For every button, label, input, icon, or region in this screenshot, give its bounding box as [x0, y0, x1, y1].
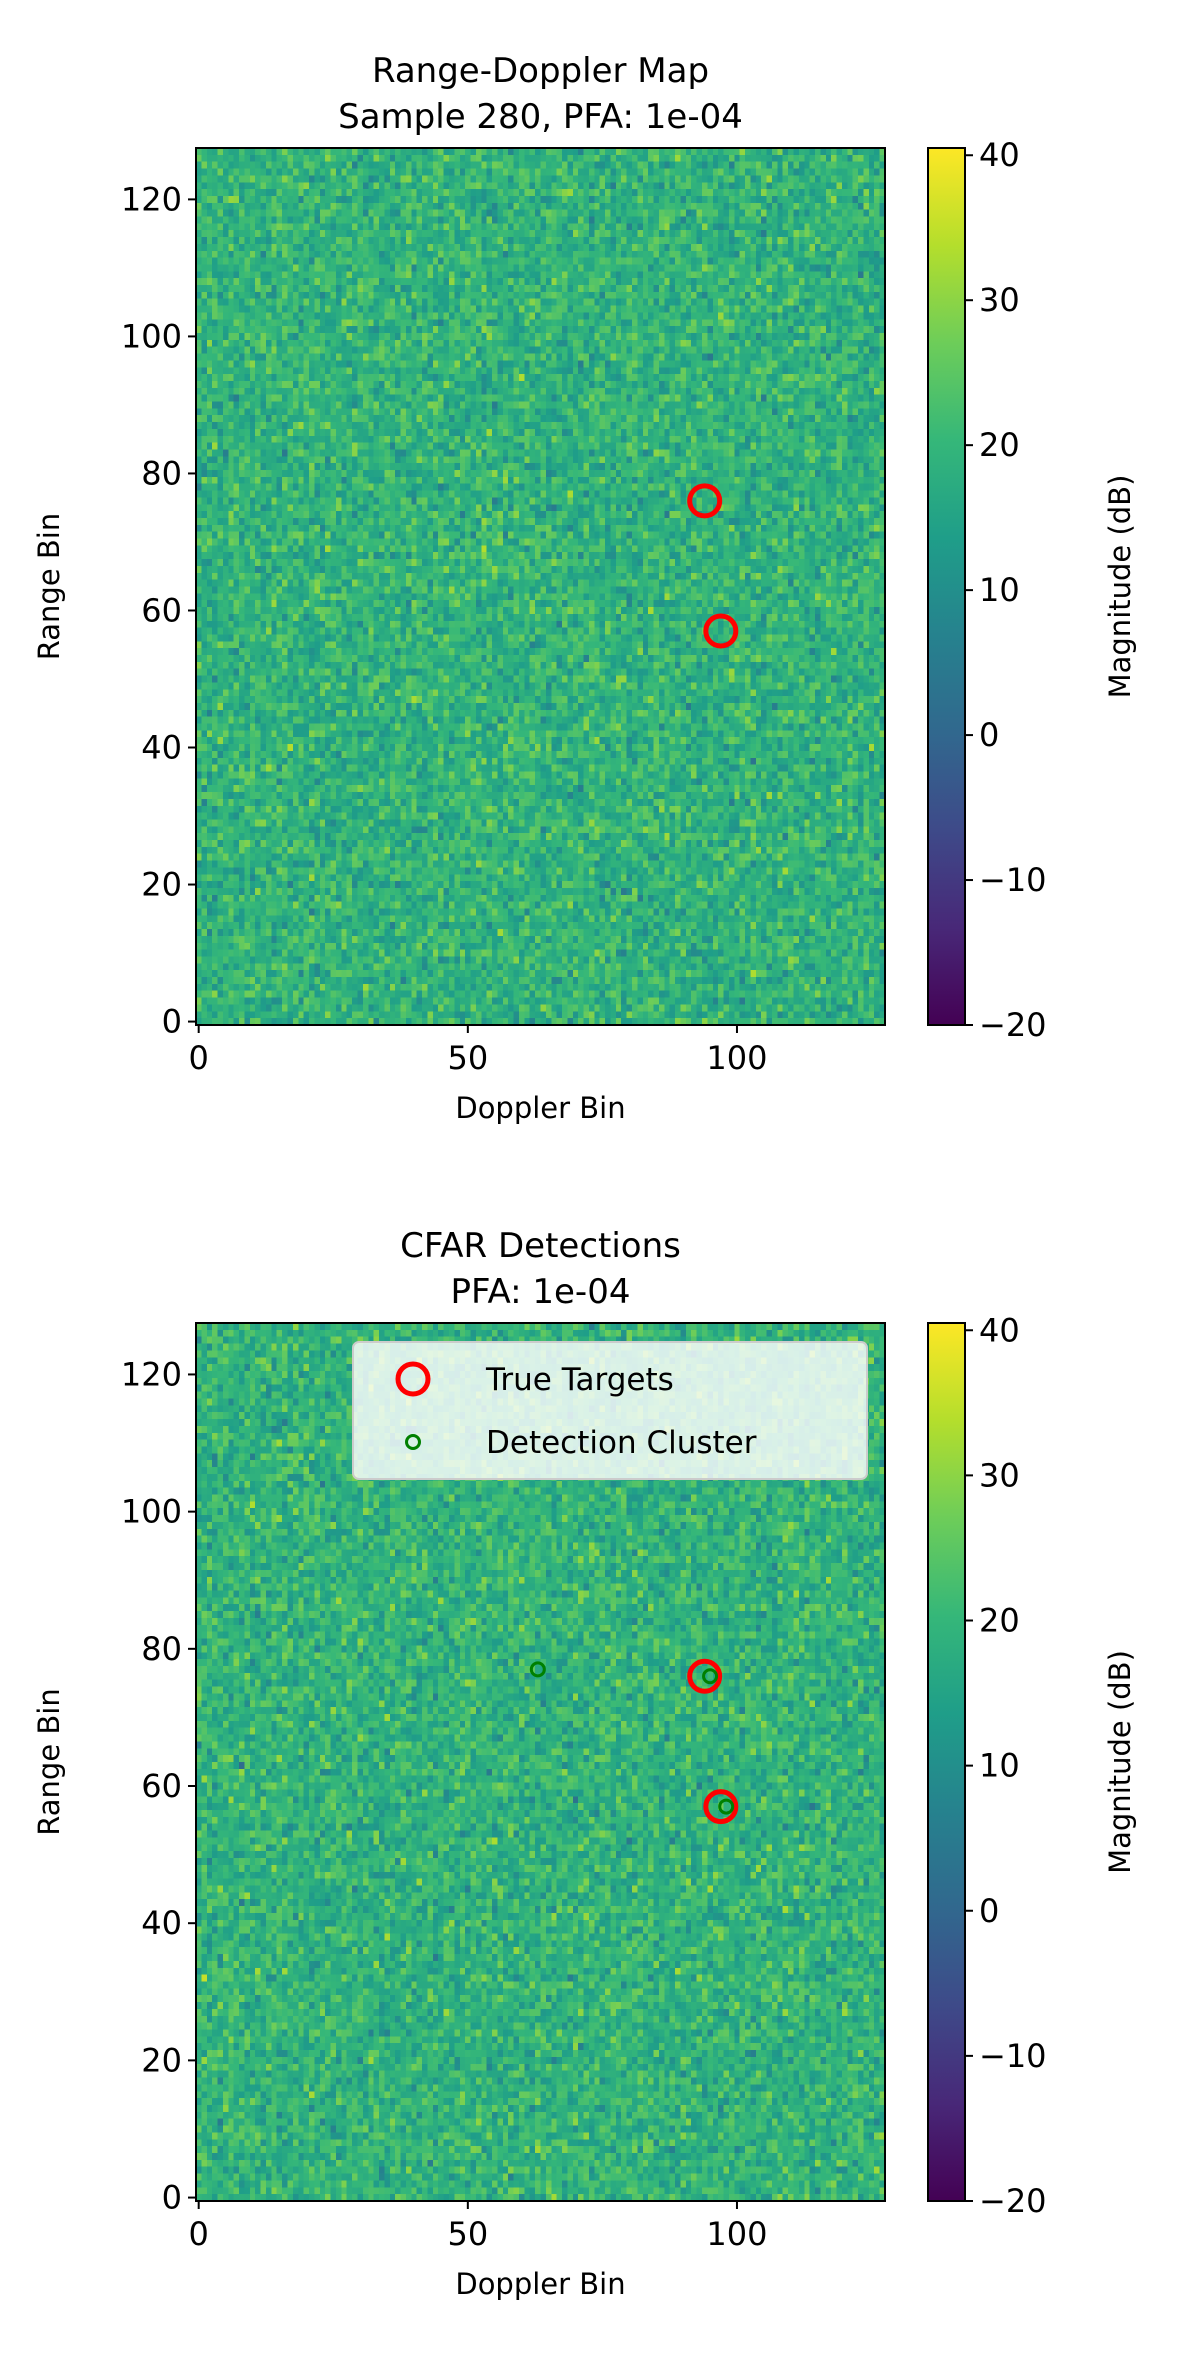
detection-marker — [529, 1661, 546, 1678]
true-target-marker — [687, 1658, 723, 1694]
x-axis-label: Doppler Bin — [455, 2267, 625, 2301]
colorbar-tick-label: 0 — [979, 1892, 999, 1930]
x-tick-label: 100 — [706, 1039, 767, 1077]
y-tick-label: 20 — [141, 866, 182, 904]
chart-title: CFAR Detections — [400, 1226, 681, 1266]
colorbar — [927, 1322, 966, 2202]
legend-label-detection-cluster: Detection Cluster — [486, 1425, 757, 1461]
colorbar-label: Magnitude (dB) — [1103, 1650, 1137, 1874]
legend-detection-icon — [405, 1434, 421, 1450]
colorbar-tick-label: 30 — [979, 1456, 1020, 1494]
y-tick-label: 120 — [121, 1355, 182, 1393]
colorbar-tick-label: 10 — [979, 1747, 1020, 1785]
true-target-marker — [703, 613, 739, 649]
legend-box — [352, 1341, 868, 1480]
colorbar-tick-label: 10 — [979, 571, 1020, 609]
chart-subtitle: PFA: 1e-04 — [451, 1272, 631, 1312]
y-tick-label: 40 — [141, 1904, 182, 1942]
colorbar-tick-label: −20 — [979, 1006, 1047, 1044]
y-tick-label: 80 — [141, 454, 182, 492]
axes-frame — [195, 1322, 886, 2202]
detection-marker — [718, 1798, 735, 1815]
colorbar-tick-label: −20 — [979, 2182, 1047, 2220]
y-axis-label: Range Bin — [32, 1688, 66, 1835]
heatmap-image — [196, 148, 885, 1025]
detection-marker — [702, 1668, 719, 1685]
x-tick-label: 50 — [447, 1039, 488, 1077]
y-axis-label: Range Bin — [32, 513, 66, 660]
colorbar-tick-label: 40 — [979, 1311, 1020, 1349]
x-axis-label: Doppler Bin — [455, 1091, 625, 1125]
chart-title: Range-Doppler Map — [372, 51, 709, 91]
axes-frame — [195, 147, 886, 1026]
legend: True Targets Detection Cluster — [352, 1341, 868, 1480]
y-tick-label: 100 — [121, 317, 182, 355]
colorbar-tick-label: 20 — [979, 426, 1020, 464]
x-tick-label: 50 — [447, 2215, 488, 2253]
colorbar-tick-label: −10 — [979, 2037, 1047, 2075]
y-tick-label: 0 — [162, 1003, 182, 1041]
colorbar-tick-label: −10 — [979, 861, 1047, 899]
y-tick-label: 60 — [141, 591, 182, 629]
x-tick-label: 0 — [189, 2215, 209, 2253]
x-tick-label: 0 — [189, 1039, 209, 1077]
chart-subtitle: Sample 280, PFA: 1e-04 — [338, 97, 743, 137]
y-tick-label: 80 — [141, 1630, 182, 1668]
legend-true-target-icon — [395, 1361, 431, 1397]
colorbar-tick-label: 40 — [979, 136, 1020, 174]
colorbar-tick-label: 30 — [979, 281, 1020, 319]
y-tick-label: 60 — [141, 1767, 182, 1805]
true-target-marker — [703, 1789, 739, 1825]
x-tick-label: 100 — [706, 2215, 767, 2253]
colorbar-tick-label: 0 — [979, 716, 999, 754]
legend-label-true-targets: True Targets — [485, 1362, 674, 1398]
y-tick-label: 20 — [141, 2041, 182, 2079]
colorbar — [927, 147, 966, 1026]
colorbar-label: Magnitude (dB) — [1103, 475, 1137, 699]
y-tick-label: 120 — [121, 180, 182, 218]
y-tick-label: 0 — [162, 2179, 182, 2217]
y-tick-label: 40 — [141, 729, 182, 767]
y-tick-label: 100 — [121, 1493, 182, 1531]
true-target-marker — [687, 483, 723, 519]
colorbar-tick-label: 20 — [979, 1602, 1020, 1640]
